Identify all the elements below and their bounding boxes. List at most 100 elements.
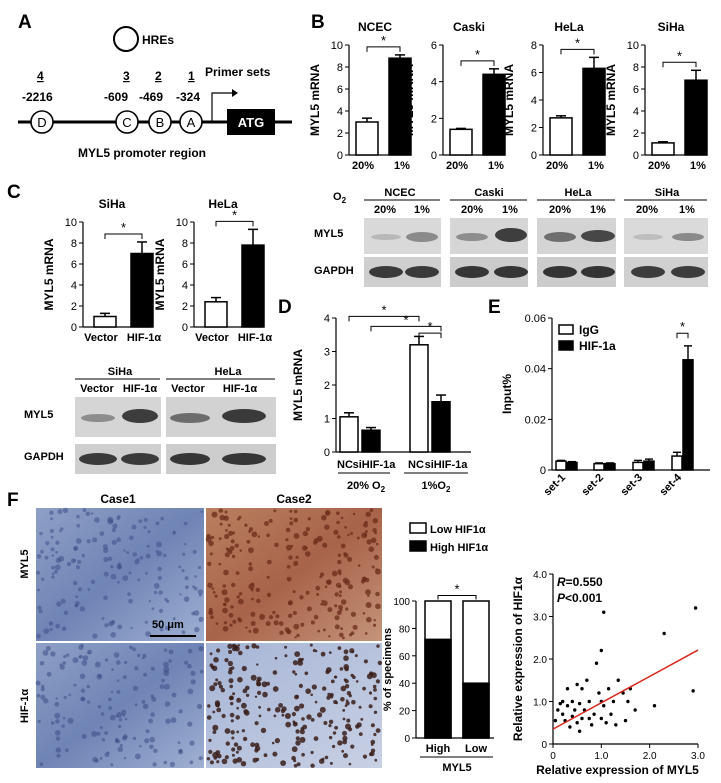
legend-label: High HIF1α [430, 542, 488, 554]
ihc-nucleus [210, 615, 214, 619]
ihc-nucleus [344, 679, 349, 684]
ihc-nucleus [223, 602, 227, 607]
ihc-nucleus [321, 757, 325, 761]
ihc-nucleus [255, 645, 260, 649]
ihc-nucleus [363, 522, 368, 528]
ihc-nucleus [205, 536, 212, 543]
scatter-point [602, 704, 606, 708]
ihc-nucleus [81, 660, 88, 666]
bar [566, 461, 578, 471]
ihc-nucleus [345, 607, 349, 611]
ihc-nucleus [375, 591, 380, 597]
x-tick-label: set-4 [657, 471, 684, 498]
ihc-nucleus [250, 611, 256, 617]
ihc-nucleus [43, 628, 50, 634]
ihc-nucleus [236, 757, 243, 763]
ihc-nucleus [278, 703, 283, 708]
ihc-nucleus [288, 613, 293, 618]
scatter-point [577, 701, 582, 706]
y-tick-label: 10 [331, 40, 343, 52]
ihc-nucleus [251, 597, 254, 601]
ihc-nucleus [177, 741, 181, 744]
ihc-nucleus [212, 730, 217, 734]
bar [604, 462, 616, 471]
y-tick-label: 100 [393, 597, 410, 608]
panel-f-stacked-chart: Low HIF1α High HIF1α 0 20 40 60 80 100 % of spec… [382, 522, 494, 774]
ihc-nucleus [207, 582, 213, 588]
ihc-nucleus [225, 741, 230, 746]
ihc-nucleus [300, 657, 304, 661]
ihc-nucleus [92, 633, 98, 639]
ihc-nucleus [50, 517, 54, 521]
x-tick-label: siHIF-1a [425, 459, 469, 471]
ihc-nucleus [346, 718, 351, 723]
y-tick-label: 4 [633, 106, 639, 118]
blot-band [170, 453, 210, 465]
ihc-nucleus [50, 721, 55, 725]
ihc-nucleus [337, 535, 341, 539]
ihc-nucleus [151, 607, 155, 611]
scatter-point [560, 712, 565, 716]
x-tick-label: Vector [195, 332, 229, 344]
ihc-nucleus [254, 695, 258, 698]
ihc-nucleus [63, 610, 69, 615]
ihc-nucleus [296, 762, 301, 767]
ihc-nucleus [161, 678, 165, 683]
blot-band [170, 413, 210, 423]
ihc-nucleus [65, 653, 70, 657]
chart-title: SiHa [658, 20, 685, 34]
y-axis-label: MYL5 mRNA [502, 64, 516, 136]
ihc-nucleus [258, 714, 262, 718]
ihc-image-case1-myl5 [36, 508, 204, 641]
ihc-nucleus [229, 712, 235, 718]
r-symbol: R [557, 575, 566, 589]
ihc-nucleus [183, 596, 190, 602]
ihc-nucleus [294, 672, 298, 676]
ihc-nucleus [94, 661, 101, 668]
ihc-nucleus [150, 666, 155, 671]
y-tick-label: 0 [182, 322, 188, 334]
blot-band [121, 453, 159, 465]
ihc-nucleus [75, 600, 80, 606]
ihc-nucleus [268, 615, 274, 620]
ihc-nucleus [275, 614, 280, 619]
ihc-nucleus [75, 565, 81, 570]
significance-bracket [418, 332, 442, 339]
ihc-nucleus [61, 626, 67, 631]
ihc-nucleus [107, 556, 113, 561]
y-tick-label: 2 [71, 301, 77, 313]
ihc-nucleus [232, 692, 236, 696]
ihc-nucleus [231, 582, 236, 588]
set-number: 2 [155, 69, 162, 83]
lane-label: Vector [171, 383, 205, 395]
ihc-nucleus [342, 739, 348, 745]
ihc-nucleus [54, 564, 61, 571]
set-number: 1 [188, 69, 195, 83]
ihc-nucleus [245, 626, 248, 629]
ihc-nucleus [274, 542, 279, 548]
ihc-nucleus [227, 643, 233, 649]
scatter-point [592, 712, 596, 716]
ihc-nucleus [86, 539, 91, 544]
ihc-nucleus [110, 690, 114, 693]
ihc-nucleus [110, 763, 114, 767]
ihc-nucleus [221, 589, 228, 596]
legend-swatch [558, 340, 574, 351]
ihc-nucleus [46, 671, 52, 677]
hre-site-d [30, 110, 54, 134]
ihc-nucleus [108, 706, 113, 710]
scatter-point [568, 725, 572, 729]
significance-bracket [366, 46, 401, 52]
ihc-nucleus [313, 614, 319, 620]
position-label: -324 [176, 90, 200, 104]
panel-label-f: F [7, 490, 19, 511]
significance-bracket [560, 48, 595, 55]
ihc-nucleus [96, 731, 101, 736]
ihc-nucleus [343, 649, 349, 655]
ihc-nucleus [286, 544, 292, 551]
y-tick-label: 8 [531, 40, 537, 52]
ihc-nucleus [298, 683, 303, 689]
ihc-nucleus [111, 528, 116, 533]
